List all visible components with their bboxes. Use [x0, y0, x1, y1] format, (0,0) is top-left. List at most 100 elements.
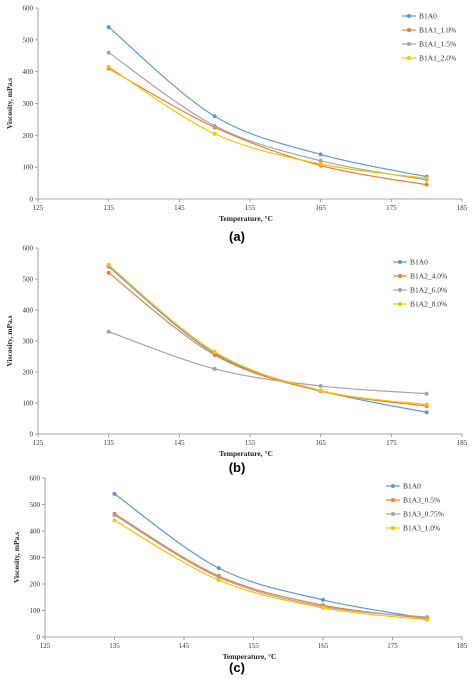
series-point-3 — [112, 518, 117, 523]
y-tick-label: 300 — [30, 554, 41, 562]
series-line-2 — [108, 331, 427, 395]
y-tick-label: 400 — [23, 68, 34, 76]
legend-label-3: B1A3_1.0% — [403, 524, 440, 533]
y-tick-label: 500 — [23, 36, 34, 44]
x-tick-label: 165 — [318, 642, 329, 650]
series-point-2 — [318, 158, 323, 163]
series-point-3 — [424, 176, 429, 181]
x-tick-label: 135 — [103, 204, 114, 212]
series-point-0 — [106, 25, 111, 30]
legend-label-0: B1A0 — [419, 12, 437, 21]
series-point-1 — [424, 182, 429, 187]
panel-label: (a) — [229, 229, 245, 244]
series-line-1 — [108, 67, 427, 186]
y-tick-label: 100 — [23, 164, 34, 172]
legend-label-3: B1A2_8.0% — [410, 300, 447, 309]
y-tick-label: 400 — [23, 307, 34, 315]
y-tick-label: 500 — [23, 276, 34, 284]
series-point-0 — [424, 410, 429, 415]
legend-marker-2 — [391, 512, 395, 516]
x-tick-label: 125 — [33, 439, 44, 447]
chart-panel-0: 0 100 200 300 400 500 600 125 135 145 155 165 175 185… — [5, 5, 468, 245]
legend-label-1: B1A1_1.0% — [419, 26, 456, 35]
series-line-3 — [108, 66, 427, 179]
x-tick-label: 165 — [315, 204, 326, 212]
series-point-3 — [212, 349, 217, 354]
y-tick-label: 300 — [23, 100, 34, 108]
series-point-3 — [318, 388, 323, 393]
x-tick-label: 145 — [174, 439, 185, 447]
x-tick-label: 125 — [33, 204, 44, 212]
x-tick-label: 175 — [386, 439, 397, 447]
y-tick-label: 200 — [23, 369, 34, 377]
series-point-2 — [106, 50, 111, 55]
x-tick-label: 155 — [248, 642, 259, 650]
series-point-2 — [318, 383, 323, 388]
series-point-0 — [212, 114, 217, 119]
series-point-2 — [106, 329, 111, 334]
series-point-0 — [321, 597, 325, 602]
series-point-3 — [106, 64, 111, 69]
x-tick-label: 185 — [457, 439, 468, 447]
series-point-3 — [321, 605, 325, 610]
y-tick-label: 0 — [37, 634, 41, 642]
legend-label-0: B1A0 — [403, 482, 421, 491]
series-line-3 — [108, 264, 427, 406]
legend-marker-0 — [407, 14, 411, 18]
series-point-3 — [425, 617, 430, 622]
legend: B1A0 B1A1_1.0% B1A1_1.5% B1A1_2.0% — [402, 12, 456, 63]
legend-marker-3 — [407, 56, 411, 60]
y-axis-title: Viscosity, mPa.s — [12, 532, 21, 583]
y-axis-title: Viscosity, mPa.s — [5, 315, 14, 366]
legend-marker-0 — [391, 484, 395, 488]
legend-marker-2 — [407, 42, 411, 46]
y-tick-label: 200 — [23, 132, 34, 140]
legend-marker-1 — [391, 498, 395, 502]
legend: B1A0 B1A3_0.5% B1A3_0.75% B1A3_1.0% — [386, 482, 444, 533]
x-tick-label: 165 — [315, 439, 326, 447]
legend-label-1: B1A2_4.0% — [410, 272, 447, 281]
x-axis-title: Temperature, °C — [223, 652, 277, 661]
series-point-0 — [216, 566, 221, 571]
x-tick-label: 145 — [174, 204, 185, 212]
y-tick-label: 600 — [23, 5, 34, 13]
y-tick-label: 0 — [30, 196, 34, 204]
legend-label-2: B1A1_1.5% — [419, 40, 456, 49]
series-line-0 — [114, 493, 428, 620]
x-tick-label: 185 — [457, 642, 468, 650]
y-tick-label: 600 — [30, 475, 41, 483]
series-point-0 — [318, 152, 323, 157]
x-tick-label: 155 — [245, 439, 256, 447]
chart-panel-1: 0 100 200 300 400 500 600 125 135 145 155 165 175 185… — [5, 245, 468, 476]
x-tick-label: 175 — [387, 642, 398, 650]
panel-label: (b) — [229, 460, 246, 475]
series-point-2 — [112, 513, 117, 518]
x-tick-label: 135 — [109, 642, 120, 650]
x-tick-label: 175 — [386, 204, 397, 212]
legend-marker-3 — [398, 302, 402, 306]
series-point-2 — [212, 366, 217, 371]
y-axis-title: Viscosity, mPa.s — [5, 78, 14, 129]
series-point-3 — [212, 131, 217, 136]
legend-marker-3 — [391, 526, 395, 530]
x-tick-label: 125 — [40, 642, 51, 650]
series-point-1 — [106, 270, 111, 275]
y-tick-label: 0 — [30, 431, 34, 439]
y-tick-label: 300 — [23, 338, 34, 346]
series-line-3 — [114, 519, 428, 621]
panel-label: (c) — [229, 660, 245, 675]
y-tick-label: 200 — [30, 581, 41, 589]
x-tick-label: 185 — [457, 204, 468, 212]
chart-panel-2: 0 100 200 300 400 500 600 125 135 145 155 165 175 185… — [12, 475, 468, 676]
series-point-3 — [318, 161, 323, 166]
legend: B1A0 B1A2_4.0% B1A2_6.0% B1A2_8.0% — [393, 258, 447, 309]
series-point-2 — [424, 391, 429, 396]
y-tick-label: 100 — [23, 400, 34, 408]
legend-marker-1 — [398, 274, 402, 278]
series-line-1 — [108, 272, 427, 407]
y-tick-label: 500 — [30, 501, 41, 509]
x-tick-label: 135 — [103, 439, 114, 447]
legend-label-0: B1A0 — [410, 258, 428, 267]
series-point-0 — [112, 491, 117, 496]
